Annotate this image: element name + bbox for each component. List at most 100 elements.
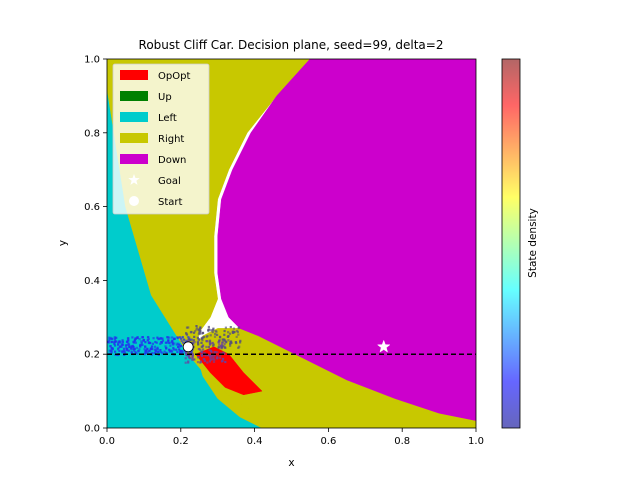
density-cell <box>200 345 203 348</box>
density-cell <box>238 345 241 348</box>
density-cell <box>229 341 232 344</box>
density-cell <box>237 326 241 329</box>
density-cell <box>211 330 214 334</box>
density-cell <box>212 356 215 359</box>
density-cell <box>126 343 129 346</box>
density-cell <box>216 351 219 354</box>
density-cell <box>193 335 196 338</box>
density-cell <box>119 345 122 348</box>
density-cell <box>108 349 111 352</box>
density-cell <box>128 345 131 348</box>
density-cell <box>190 351 193 355</box>
density-cell <box>197 347 200 351</box>
density-cell <box>151 351 154 355</box>
legend: OpOpt Up Left Right Down Goal Start <box>112 63 210 215</box>
density-cell <box>197 333 200 336</box>
density-cell <box>193 341 196 344</box>
density-cell <box>113 341 116 344</box>
density-cell <box>117 346 120 349</box>
density-cell <box>187 326 190 329</box>
colorbar-gradient <box>501 58 521 429</box>
density-cell <box>212 358 215 361</box>
density-cell <box>113 344 117 347</box>
density-cell <box>173 337 176 340</box>
x-axis-label: x <box>288 457 294 469</box>
density-cell <box>136 352 139 355</box>
density-cell <box>189 331 192 334</box>
density-cell <box>164 345 167 348</box>
density-cell <box>229 344 232 347</box>
density-cell <box>207 325 210 329</box>
density-cell <box>213 354 216 357</box>
density-cell <box>218 340 221 344</box>
density-cell <box>190 350 193 353</box>
density-cell <box>176 336 179 339</box>
density-cell <box>187 339 190 342</box>
density-cell <box>115 336 118 339</box>
density-cell <box>212 360 216 363</box>
chart-title: Robust Cliff Car. Decision plane, seed=9… <box>139 38 444 52</box>
density-cell <box>189 339 192 342</box>
density-cell <box>141 343 144 347</box>
density-cell <box>199 360 202 363</box>
density-cell <box>235 335 238 338</box>
density-cell <box>175 343 178 346</box>
y-tick-label: 0.6 <box>84 202 100 213</box>
density-cell <box>213 335 217 338</box>
x-tick-label: 0.0 <box>99 436 115 447</box>
density-cell <box>185 354 188 357</box>
legend-start-dot-icon <box>129 196 139 206</box>
density-cell <box>154 340 157 344</box>
density-cell <box>219 354 222 357</box>
colorbar-label: State density <box>527 208 539 278</box>
density-cell <box>130 347 133 350</box>
density-cell <box>195 327 199 330</box>
density-cell <box>172 348 175 351</box>
density-cell <box>211 341 214 345</box>
density-cell <box>195 328 198 331</box>
density-cell <box>166 341 169 344</box>
density-cell <box>227 339 230 342</box>
density-cell <box>134 341 137 344</box>
density-cell <box>235 341 238 345</box>
density-cell <box>184 357 187 360</box>
density-cell <box>218 339 221 342</box>
density-cell <box>133 348 136 351</box>
density-cell <box>187 337 190 341</box>
density-cell <box>212 344 215 347</box>
x-axis-ticks: 0.0 0.2 0.4 0.6 0.8 1.0 <box>99 428 484 447</box>
density-cell <box>185 332 188 335</box>
density-cell <box>208 348 211 351</box>
density-cell <box>113 338 117 341</box>
x-tick-label: 0.6 <box>320 436 336 447</box>
density-cell <box>121 343 124 346</box>
density-cell <box>190 338 193 341</box>
density-cell <box>223 343 226 346</box>
density-cell <box>165 351 168 354</box>
density-cell <box>147 336 150 339</box>
density-cell <box>134 351 137 354</box>
density-cell <box>225 341 228 344</box>
legend-box <box>112 63 210 215</box>
density-cell <box>160 337 163 340</box>
density-cell <box>138 348 141 351</box>
density-cell <box>110 349 113 352</box>
density-cell <box>155 341 158 344</box>
density-cell <box>127 342 130 345</box>
legend-label-up: Up <box>158 92 172 103</box>
legend-label-goal: Goal <box>158 176 181 187</box>
density-cell <box>117 343 120 346</box>
density-cell <box>140 340 143 343</box>
density-cell <box>208 360 211 363</box>
density-cell <box>171 336 174 339</box>
legend-label-right: Right <box>158 134 184 145</box>
x-tick-label: 0.2 <box>173 436 189 447</box>
density-cell <box>176 350 179 353</box>
density-cell <box>199 327 202 330</box>
density-cell <box>117 348 120 351</box>
density-cell <box>209 349 212 352</box>
y-axis-label: y <box>57 240 69 246</box>
density-cell <box>135 346 138 349</box>
density-cell <box>207 345 210 349</box>
density-cell <box>178 348 181 351</box>
